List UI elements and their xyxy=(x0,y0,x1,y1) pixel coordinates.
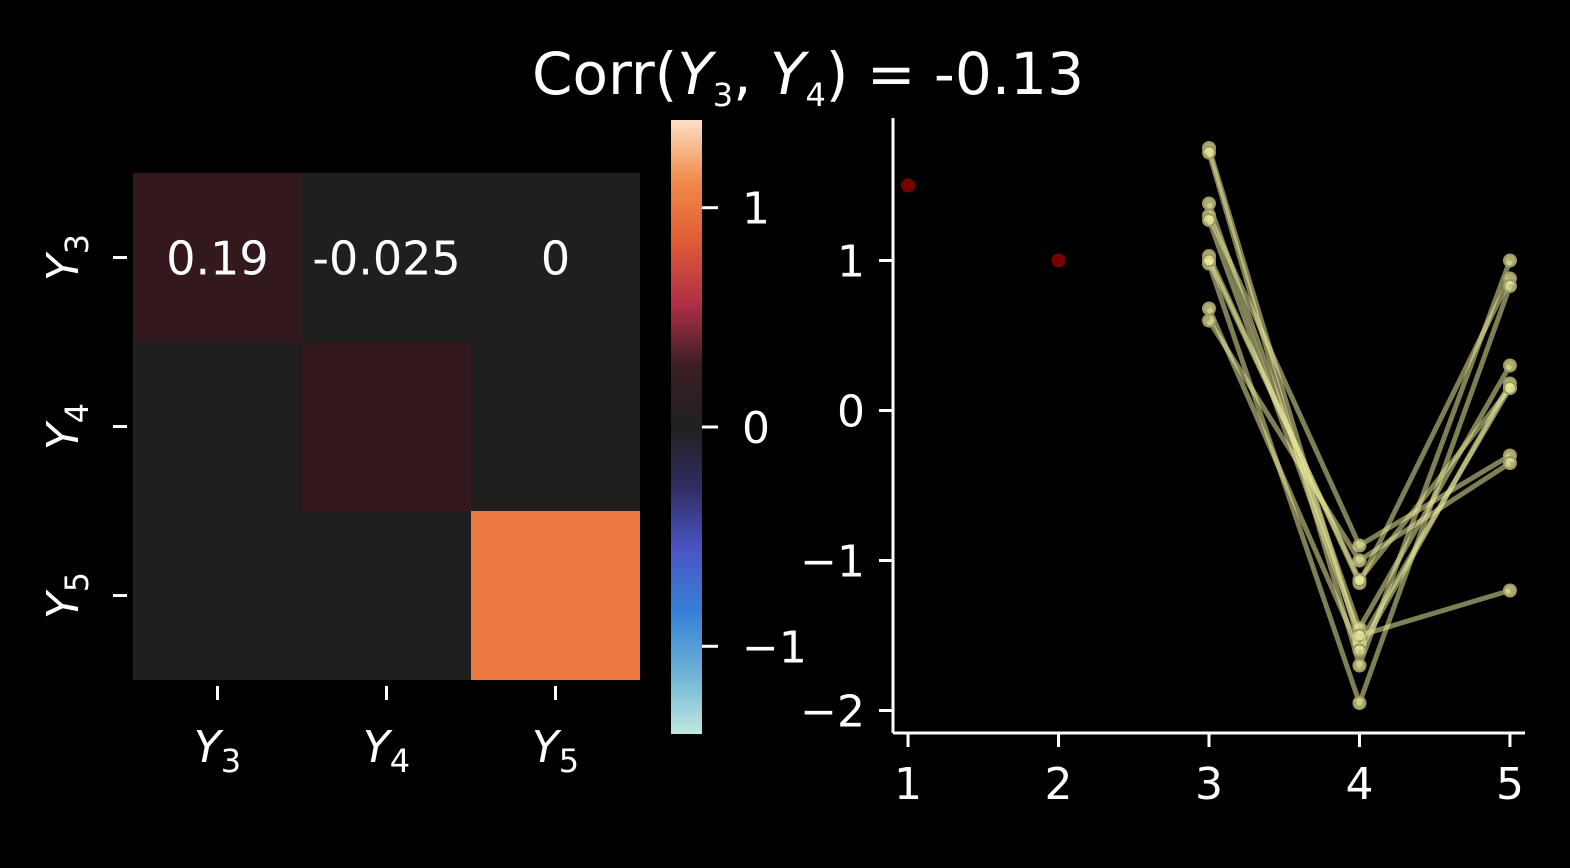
y-tick-label: 0 xyxy=(837,387,865,438)
colorbar-tick-label: 1 xyxy=(742,184,770,235)
heatmap-cell xyxy=(133,173,302,342)
series-point xyxy=(1352,643,1367,658)
heatmap-ytick-label-var: Y xyxy=(38,251,89,281)
colorbar-gradient xyxy=(671,120,702,734)
x-tick-label: 2 xyxy=(1045,759,1073,810)
heatmap-cell xyxy=(302,511,471,680)
series-point xyxy=(1202,253,1216,268)
y-tick-label: −1 xyxy=(800,537,865,588)
y-tick-label: 1 xyxy=(837,237,865,288)
line-plot: 1 2 3 4 5 −2 −1 0 1 xyxy=(800,118,1525,810)
colorbar-tick-label: 0 xyxy=(742,403,770,454)
x-tick-label: 3 xyxy=(1195,759,1223,810)
heatmap-cell xyxy=(133,511,302,680)
heatmap-xtick-label-var: Y xyxy=(363,722,393,773)
fixed-point xyxy=(901,178,916,193)
heatmap-cell xyxy=(471,342,640,511)
heatmap-ytick-label: Y5 xyxy=(38,572,96,619)
series-point xyxy=(1502,279,1517,293)
series-point xyxy=(1352,696,1367,710)
heatmap-cell-label: 0 xyxy=(541,232,570,286)
series-point xyxy=(1202,313,1216,328)
heatmap-cell xyxy=(302,342,471,511)
heatmap-ytick-label-sub: 5 xyxy=(58,572,96,592)
colorbar-tick-label: −1 xyxy=(742,622,807,673)
series-point xyxy=(1352,538,1367,553)
heatmap-cell xyxy=(133,342,302,511)
heatmap-xtick-label-var: Y xyxy=(532,722,562,773)
heatmap-xtick-label: Y3 xyxy=(194,722,241,780)
heatmap-ytick-label: Y4 xyxy=(38,403,96,450)
heatmap-xtick-label: Y5 xyxy=(532,722,579,780)
figure-title: Corr(Y3, Y4) = -0.13 xyxy=(532,40,1084,114)
series-point xyxy=(1502,456,1517,470)
heatmap-xtick-label-sub: 4 xyxy=(390,742,410,780)
heatmap-cell xyxy=(471,173,640,342)
x-tick-label: 4 xyxy=(1345,759,1373,810)
series-point xyxy=(1202,213,1216,227)
x-tick-label: 5 xyxy=(1496,759,1524,810)
heatmap-cell-label: -0.025 xyxy=(312,232,460,286)
y-tick-label: −2 xyxy=(800,687,865,738)
series-point xyxy=(1502,381,1517,395)
heatmap-xtick-label-var: Y xyxy=(194,722,224,773)
colorbar: −1 0 1 xyxy=(671,120,807,734)
heatmap-xtick-label-sub: 5 xyxy=(559,742,579,780)
heatmap-cell xyxy=(302,173,471,342)
series-point xyxy=(1202,196,1216,211)
heatmap-xtick-label: Y4 xyxy=(363,722,410,780)
series-point xyxy=(1502,358,1517,373)
fixed-point xyxy=(1051,253,1066,268)
heatmap-ytick-label-sub: 4 xyxy=(58,403,96,423)
heatmap-xtick-label-sub: 3 xyxy=(221,742,241,780)
series-point xyxy=(1352,573,1367,587)
series-point xyxy=(1352,658,1367,673)
heatmap-ytick-label: Y3 xyxy=(38,234,96,281)
heatmap-ytick-label-sub: 3 xyxy=(58,234,96,254)
series-point xyxy=(1502,253,1517,268)
series-point xyxy=(1352,553,1367,568)
heatmap-cell xyxy=(471,511,640,680)
series-point xyxy=(1202,301,1216,316)
heatmap-ytick-label-var: Y xyxy=(38,589,89,619)
series-point xyxy=(1202,145,1216,160)
heatmap-ytick-label-var: Y xyxy=(38,420,89,450)
x-tick-label: 1 xyxy=(894,759,922,810)
series-point xyxy=(1502,583,1517,598)
heatmap-cell-label: 0.19 xyxy=(166,232,268,286)
